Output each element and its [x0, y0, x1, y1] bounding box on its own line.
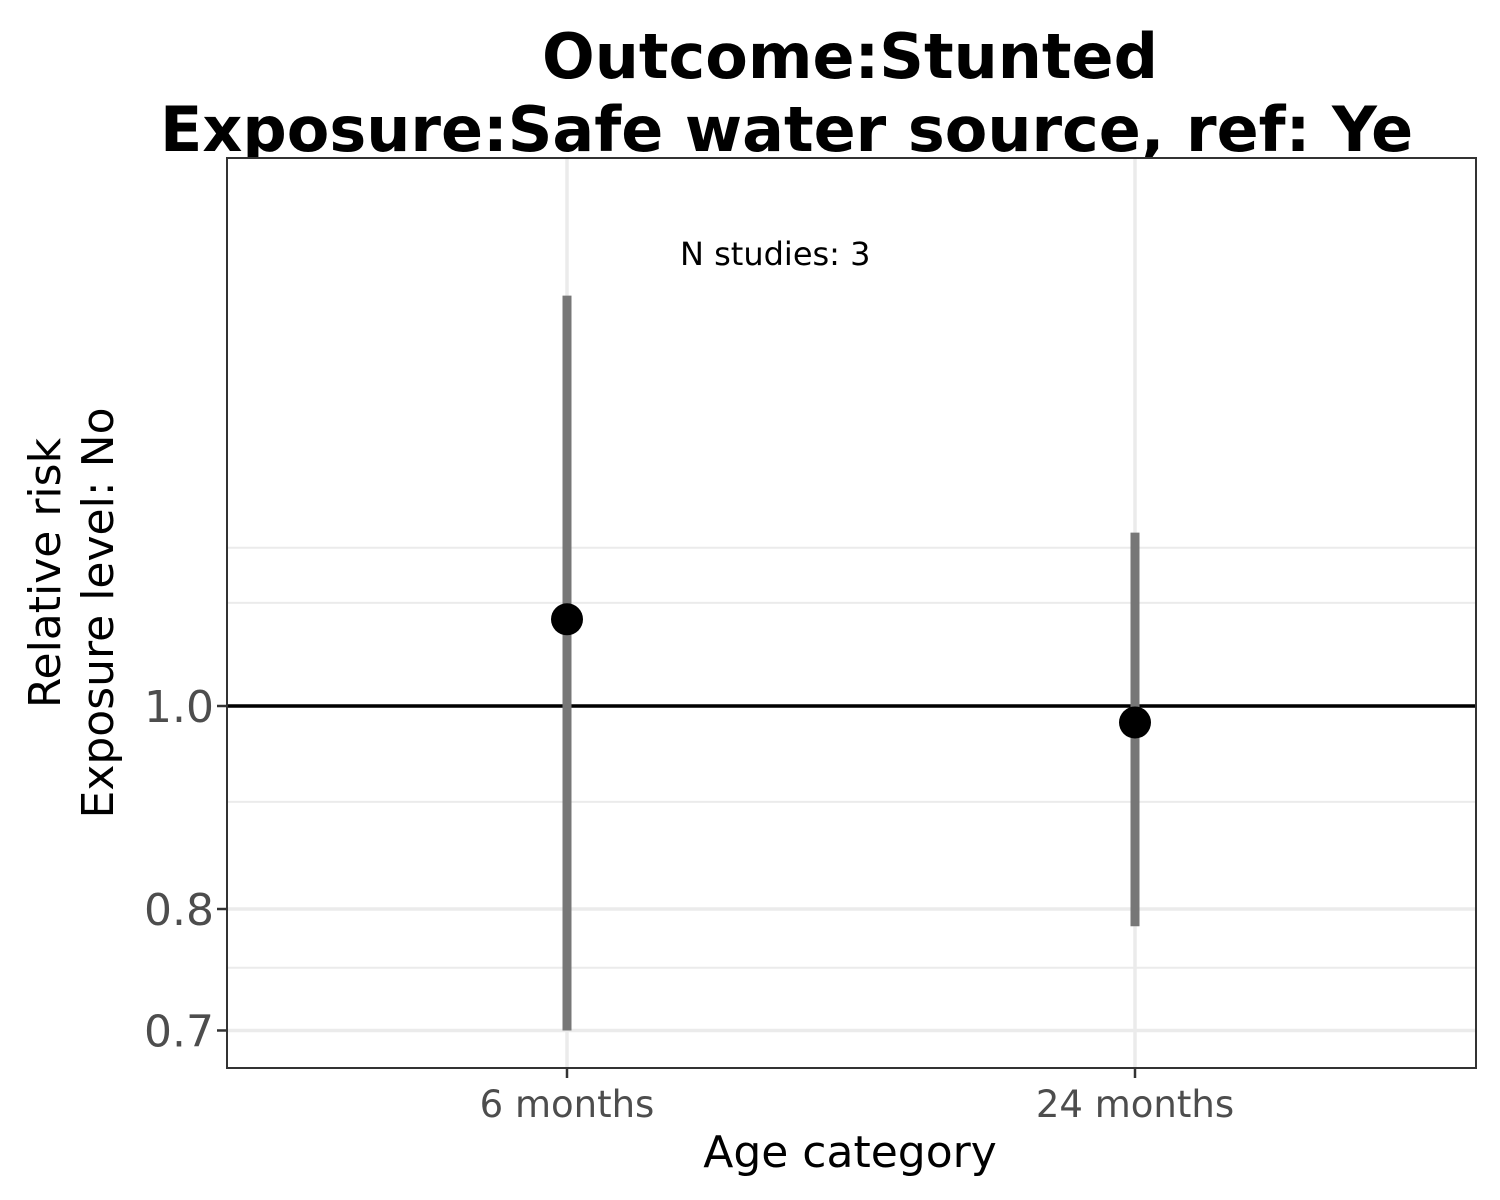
y-tick-label: 0.8: [144, 885, 214, 936]
x-axis-title: Age category: [703, 1127, 997, 1178]
x-tick-label: 24 months: [1036, 1083, 1234, 1126]
chart-title-line1: Outcome:Stunted: [542, 20, 1158, 93]
point-estimate-1: [551, 603, 583, 636]
y-axis-title-line2: Exposure level: No: [73, 408, 124, 819]
y-tick-label: 0.7: [144, 1006, 214, 1057]
point-estimate-2: [1119, 706, 1151, 739]
plot-border: [226, 157, 1477, 1069]
y-axis-title-line1: Relative risk: [20, 437, 71, 708]
y-tick-label: 1.0: [144, 682, 214, 733]
x-tick-label: 6 months: [480, 1083, 655, 1126]
annotation-n-studies: N studies: 3: [680, 235, 870, 273]
chart-title-line2: Exposure:Safe water source, ref: Ye: [160, 93, 1413, 166]
plot-panel: [227, 158, 1476, 1068]
